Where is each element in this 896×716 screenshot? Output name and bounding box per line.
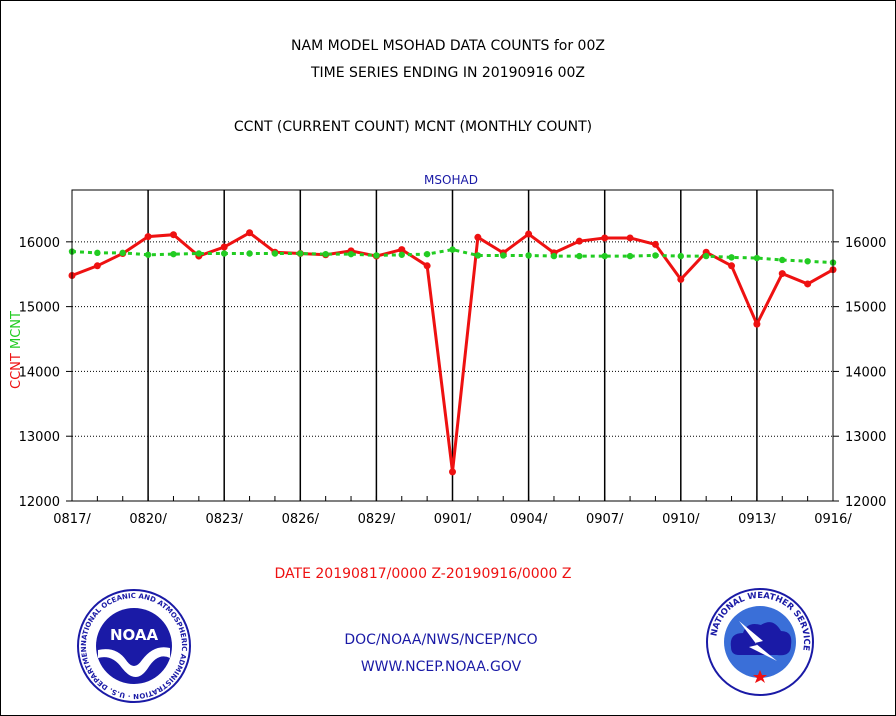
x-tick-label: 0823/ bbox=[205, 512, 243, 527]
x-tick-label: 0904/ bbox=[510, 512, 548, 527]
point-ccnt bbox=[804, 280, 812, 288]
y-tick-label-right: 14000 bbox=[845, 365, 886, 380]
plot-title: MSOHAD bbox=[424, 173, 478, 187]
point-ccnt bbox=[626, 234, 634, 242]
point-mcnt bbox=[347, 250, 355, 258]
chart-title-line2: TIME SERIES ENDING IN 20190916 00Z bbox=[311, 65, 585, 81]
point-ccnt bbox=[601, 234, 609, 242]
noaa-logo: NATIONAL OCEANIC AND ATMOSPHERIC ADMINIS… bbox=[76, 588, 191, 703]
noaa-logo-text: NOAA bbox=[110, 626, 159, 644]
point-ccnt bbox=[728, 262, 736, 270]
point-mcnt bbox=[119, 249, 126, 257]
point-mcnt bbox=[601, 252, 608, 260]
ylabel-group: CCNT MCNT bbox=[9, 311, 24, 389]
x-tick-label: 0907/ bbox=[586, 512, 624, 527]
point-mcnt bbox=[398, 251, 405, 258]
x-tick-label: 0817/ bbox=[53, 512, 91, 527]
y-axis-right: 12000 13000 14000 15000 16000 bbox=[833, 236, 886, 510]
grid bbox=[71, 190, 834, 501]
point-mcnt bbox=[626, 252, 634, 260]
point-ccnt bbox=[398, 246, 406, 254]
x-tick-label: 0916/ bbox=[814, 512, 852, 527]
point-mcnt bbox=[271, 250, 279, 257]
y-tick-label-left: 16000 bbox=[19, 236, 60, 251]
point-mcnt bbox=[677, 252, 684, 260]
point-mcnt bbox=[144, 251, 152, 258]
point-mcnt bbox=[449, 246, 456, 253]
y-tick-label-left: 14000 bbox=[19, 365, 60, 380]
point-mcnt bbox=[246, 250, 253, 257]
y-tick-label-left: 12000 bbox=[19, 495, 60, 510]
y-tick-label-right: 16000 bbox=[845, 236, 886, 251]
point-ccnt bbox=[93, 262, 101, 270]
point-ccnt bbox=[246, 229, 254, 237]
point-ccnt bbox=[474, 233, 482, 241]
url-link[interactable]: WWW.NCEP.NOAA.GOV bbox=[360, 659, 522, 675]
ylabel-mcnt: MCNT bbox=[9, 311, 24, 349]
x-tick-label: 0913/ bbox=[738, 512, 776, 527]
point-mcnt bbox=[221, 250, 228, 257]
y-tick-label-left: 15000 bbox=[19, 301, 60, 316]
point-ccnt bbox=[753, 320, 761, 328]
point-mcnt bbox=[170, 250, 177, 258]
point-ccnt bbox=[778, 270, 786, 278]
point-ccnt bbox=[575, 237, 583, 245]
point-mcnt bbox=[373, 252, 380, 259]
x-tick-label: 0901/ bbox=[434, 512, 472, 527]
point-mcnt bbox=[525, 252, 532, 259]
point-mcnt bbox=[728, 254, 735, 261]
point-mcnt bbox=[474, 252, 482, 259]
point-ccnt bbox=[677, 275, 685, 283]
point-ccnt bbox=[449, 468, 456, 476]
point-ccnt bbox=[169, 231, 177, 239]
x-tick-label: 0820/ bbox=[129, 512, 167, 527]
point-ccnt bbox=[144, 233, 152, 241]
point-mcnt bbox=[779, 256, 786, 264]
point-mcnt bbox=[297, 250, 304, 257]
plot-border bbox=[71, 189, 834, 502]
ylabel-ccnt: CCNT bbox=[9, 353, 24, 389]
point-ccnt bbox=[651, 240, 659, 248]
point-mcnt bbox=[195, 250, 203, 257]
org-text: DOC/NOAA/NWS/NCEP/NCO bbox=[344, 632, 538, 648]
point-mcnt bbox=[500, 252, 507, 259]
date-range: DATE 20190817/0000 Z-20190916/0000 Z bbox=[274, 566, 572, 582]
point-mcnt bbox=[550, 252, 558, 260]
y-tick-label-right: 12000 bbox=[845, 495, 886, 510]
y-axis-left: 12000 13000 14000 15000 16000 bbox=[19, 236, 72, 510]
chart-subtitle: CCNT (CURRENT COUNT) MCNT (MONTHLY COUNT… bbox=[233, 119, 593, 135]
y-tick-label-right: 13000 bbox=[845, 430, 886, 445]
point-ccnt bbox=[220, 243, 228, 251]
point-ccnt bbox=[423, 262, 431, 270]
y-tick-label-left: 13000 bbox=[19, 430, 60, 445]
point-mcnt bbox=[322, 250, 329, 258]
chart-title-line1: NAM MODEL MSOHAD DATA COUNTS for 00Z bbox=[291, 38, 605, 54]
point-mcnt bbox=[423, 250, 431, 258]
point-mcnt bbox=[804, 258, 811, 265]
x-tick-label: 0826/ bbox=[282, 512, 320, 527]
point-mcnt bbox=[576, 252, 583, 260]
x-tick-label: 0829/ bbox=[358, 512, 396, 527]
point-mcnt bbox=[652, 252, 659, 259]
y-tick-label-right: 15000 bbox=[845, 301, 886, 316]
point-mcnt bbox=[94, 249, 101, 257]
point-mcnt bbox=[753, 254, 761, 262]
nws-logo: NATIONAL WEATHER SERVICE bbox=[706, 588, 814, 696]
point-mcnt bbox=[702, 252, 710, 260]
point-ccnt bbox=[525, 230, 533, 238]
x-axis: 0817/0820/0823/0826/0829/0901/0904/0907/… bbox=[53, 512, 852, 527]
x-tick-label: 0910/ bbox=[662, 512, 700, 527]
